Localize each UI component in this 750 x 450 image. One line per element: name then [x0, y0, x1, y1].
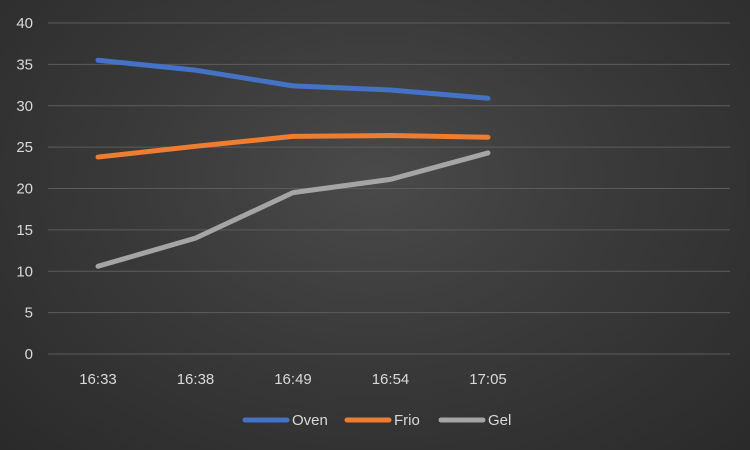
y-tick-label: 10 [16, 263, 33, 280]
x-tick-label: 16:38 [177, 371, 215, 388]
y-tick-label: 20 [16, 181, 33, 198]
series-line-gel [95, 150, 491, 269]
legend-label-frio: Frio [394, 412, 420, 429]
gridlines [48, 22, 730, 355]
series-line-frio [95, 133, 491, 160]
y-tick-label: 5 [25, 305, 33, 322]
y-tick-label: 40 [16, 15, 33, 32]
y-tick-label: 25 [16, 139, 33, 156]
legend-label-gel: Gel [488, 412, 511, 429]
x-tick-label: 17:05 [469, 371, 507, 388]
y-tick-label: 0 [25, 346, 33, 363]
x-axis-ticks: 16:33 16:38 16:49 16:54 17:05 [79, 371, 507, 388]
series-lines [95, 57, 491, 269]
x-tick-label: 16:54 [372, 371, 410, 388]
y-tick-label: 30 [16, 98, 33, 115]
y-tick-label: 15 [16, 222, 33, 239]
legend: Oven Frio Gel [242, 412, 511, 429]
y-tick-label: 35 [16, 56, 33, 73]
x-tick-label: 16:33 [79, 371, 117, 388]
y-axis-ticks: 0 5 10 15 20 25 30 35 40 [16, 15, 33, 363]
legend-label-oven: Oven [292, 412, 328, 429]
x-tick-label: 16:49 [274, 371, 312, 388]
series-line-oven [95, 57, 491, 101]
